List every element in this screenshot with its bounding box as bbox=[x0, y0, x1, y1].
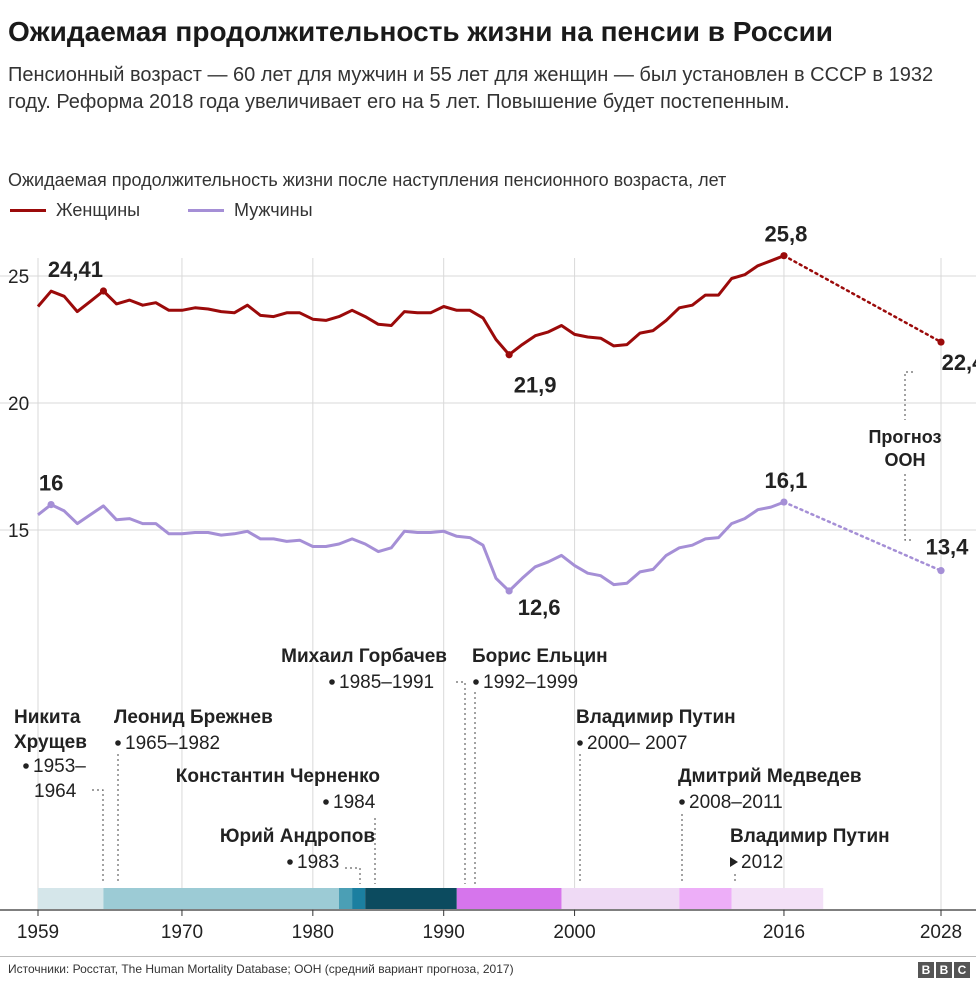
footer-divider bbox=[0, 956, 976, 957]
data-label: 21,9 bbox=[514, 373, 557, 398]
leader-period: 1992–1999 bbox=[483, 672, 578, 693]
leader-dot-marker bbox=[287, 859, 293, 865]
leader-name: Дмитрий Медведев bbox=[678, 766, 862, 787]
x-tick-label: 1959 bbox=[17, 922, 59, 943]
forecast-note-label: Прогноз bbox=[868, 427, 941, 447]
leader-period: 2008–2011 bbox=[689, 792, 783, 813]
leader-dot-marker bbox=[473, 679, 479, 685]
leader-period: 1984 bbox=[333, 792, 376, 813]
x-tick-label: 2016 bbox=[763, 922, 805, 943]
leader-arrow-marker bbox=[730, 857, 738, 867]
data-point-marker bbox=[99, 287, 108, 295]
y-tick-label: 25 bbox=[8, 267, 29, 288]
data-label: 13,4 bbox=[926, 535, 970, 560]
leader-name: Борис Ельцин bbox=[472, 646, 608, 667]
leader-dot-marker bbox=[329, 679, 335, 685]
y-tick-label: 20 bbox=[8, 394, 29, 415]
source-note: Источники: Росстат, The Human Mortality … bbox=[8, 962, 514, 976]
leader-period: 1965–1982 bbox=[125, 733, 220, 754]
x-tick-label: 1970 bbox=[161, 922, 203, 943]
legend-men: Мужчины bbox=[188, 200, 313, 221]
leader-name: Владимир Путин bbox=[730, 826, 890, 847]
leader-period-bar bbox=[456, 888, 562, 909]
leader-period-bar bbox=[352, 888, 366, 909]
bbc-logo: B B C bbox=[918, 962, 970, 978]
leader-period: 1983 bbox=[297, 852, 339, 873]
leader-period: 2000– 2007 bbox=[587, 733, 687, 754]
data-label: 24,41 bbox=[48, 257, 103, 282]
leader-period-bar bbox=[103, 888, 339, 909]
leader-period-bar bbox=[679, 888, 732, 909]
leader-period-bar bbox=[38, 888, 104, 909]
data-point-marker bbox=[780, 498, 788, 506]
leader-period-bar bbox=[731, 888, 824, 909]
data-label: 25,8 bbox=[765, 222, 808, 247]
legend-women-label: Женщины bbox=[56, 200, 141, 220]
leader-name: Михаил Горбачев bbox=[281, 646, 447, 667]
legend-men-swatch bbox=[188, 209, 224, 212]
forecast-note-connector bbox=[904, 474, 913, 541]
data-point-marker bbox=[47, 501, 55, 509]
leader-name: Хрущев bbox=[14, 732, 87, 753]
leader-period: 1953– bbox=[33, 756, 86, 777]
leader-name: Никита bbox=[14, 707, 81, 728]
leader-connector bbox=[345, 867, 361, 884]
chart-value-label: Ожидаемая продолжительность жизни после … bbox=[8, 170, 727, 190]
x-tick-label: 1990 bbox=[423, 922, 465, 943]
leader-period: 1964 bbox=[34, 781, 77, 802]
y-tick-label: 15 bbox=[8, 521, 29, 542]
leader-name: Константин Черненко bbox=[176, 766, 380, 787]
men-line bbox=[37, 500, 785, 593]
life-expectancy-chart: 25 20 15 1959 1970 1980 1990 2000 2016 2028 24,41 2… bbox=[0, 222, 976, 943]
legend-women-swatch bbox=[10, 209, 46, 212]
data-point-marker bbox=[937, 338, 945, 346]
leader-dot-marker bbox=[323, 799, 329, 805]
leader-dot-marker bbox=[679, 799, 685, 805]
leader-dot-marker bbox=[23, 763, 29, 769]
bbc-logo-letter: B bbox=[918, 962, 934, 978]
data-label: 16,1 bbox=[765, 468, 808, 493]
leader-period-bar bbox=[561, 888, 680, 909]
leader-period-bar bbox=[339, 888, 353, 909]
x-tick-label: 1980 bbox=[292, 922, 334, 943]
legend-men-label: Мужчины bbox=[234, 200, 313, 220]
data-point-marker bbox=[937, 567, 945, 575]
bbc-logo-letter: C bbox=[954, 962, 970, 978]
men-forecast-line bbox=[782, 500, 943, 572]
data-point-marker bbox=[505, 587, 513, 595]
data-point-marker bbox=[780, 252, 788, 260]
leader-connector bbox=[456, 681, 466, 884]
leader-dot-marker bbox=[577, 740, 583, 746]
bbc-logo-letter: B bbox=[936, 962, 952, 978]
leader-period-bar bbox=[365, 888, 457, 909]
data-label: 16 bbox=[39, 471, 63, 496]
data-label: 22,4 bbox=[942, 350, 976, 375]
chart-title: Ожидаемая продолжительность жизни на пен… bbox=[8, 16, 834, 47]
leader-name: Леонид Брежнев bbox=[114, 707, 273, 728]
legend-women: Женщины bbox=[10, 200, 140, 221]
leader-name: Владимир Путин bbox=[576, 707, 736, 728]
forecast-note-label: ООН bbox=[884, 450, 925, 470]
data-label: 12,6 bbox=[518, 595, 561, 620]
leader-period: 1985–1991 bbox=[339, 672, 434, 693]
x-tick-label: 2028 bbox=[920, 922, 962, 943]
leader-connector bbox=[92, 789, 104, 884]
data-point-marker bbox=[505, 351, 513, 359]
leader-period: 2012 bbox=[741, 852, 783, 873]
leader-dot-marker bbox=[115, 740, 121, 746]
chart-subtitle: Пенсионный возраст — 60 лет для мужчин и… bbox=[8, 64, 934, 113]
women-forecast-line bbox=[782, 254, 943, 344]
x-tick-label: 2000 bbox=[553, 922, 595, 943]
women-line bbox=[36, 254, 785, 357]
leader-name: Юрий Андропов bbox=[220, 826, 375, 847]
forecast-note-connector bbox=[904, 371, 913, 420]
